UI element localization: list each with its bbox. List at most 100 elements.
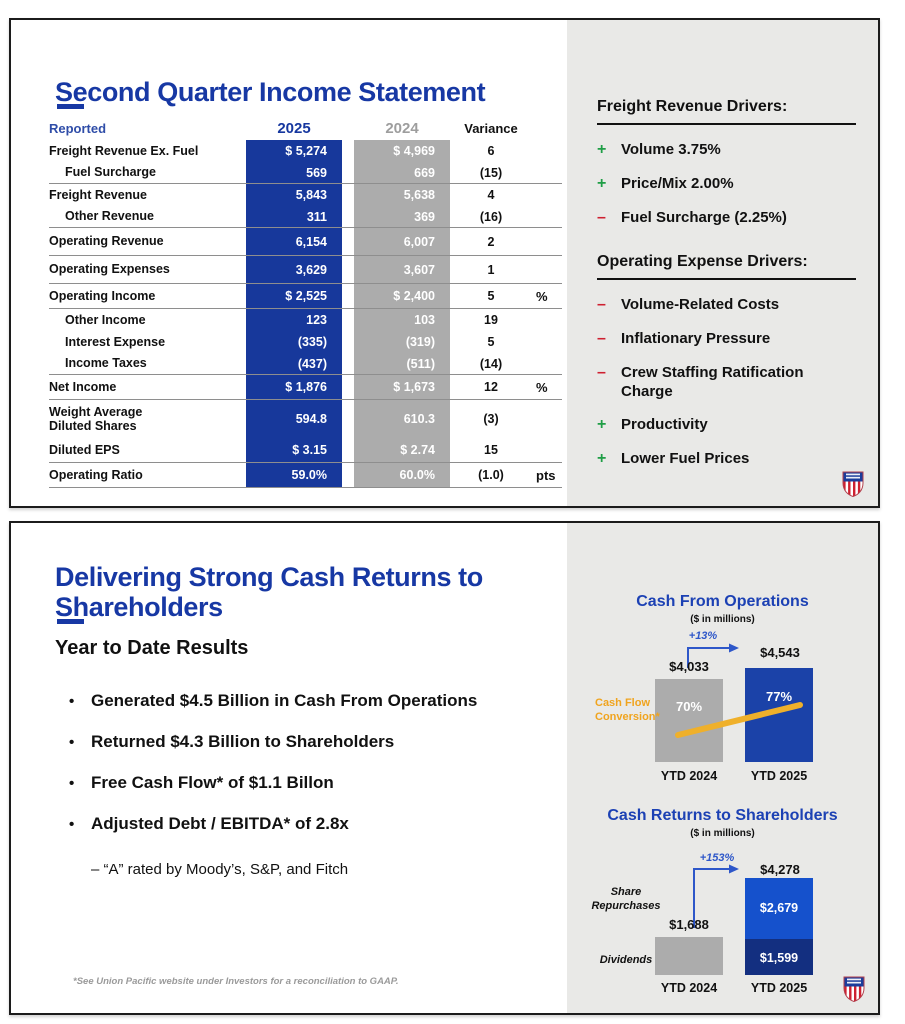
freight-drivers-heading: Freight Revenue Drivers: — [597, 98, 856, 125]
bullet-item: • Generated $4.5 Billion in Cash From Ope… — [69, 691, 549, 711]
header-2025: 2025 — [277, 119, 311, 137]
value-2024: $ 1,673 — [354, 375, 450, 399]
value-2024: 6,007 — [354, 228, 450, 255]
row-label: Fuel Surcharge — [65, 165, 156, 180]
driver-text: Fuel Surcharge (2.25%) — [621, 208, 787, 226]
value-2025: 5,843 — [246, 184, 342, 206]
row-label: Operating Ratio — [49, 467, 143, 482]
expense-drivers-group: Operating Expense Drivers: – Volume-Relat… — [597, 253, 856, 469]
value-2024: $ 2,400 — [354, 284, 450, 308]
table-row: Diluted EPS $ 3.15 $ 2.74 15 — [49, 438, 562, 463]
bullet-dot: • — [69, 816, 75, 833]
table-row: Income Taxes (437) (511) (14) — [49, 353, 562, 375]
value-2025: 59.0% — [246, 463, 342, 487]
row-label: Net Income — [49, 379, 117, 394]
value-2024: $ 4,969 — [354, 140, 450, 162]
table-row: Weight Average Diluted Shares 594.8 610.3 (… — [49, 400, 562, 438]
chart-b-category-ytd2025: YTD 2025 — [750, 981, 808, 995]
cash-flow-conversion-trend-line — [675, 702, 803, 738]
chart-a-subtitle: ($ in millions) — [690, 614, 755, 625]
expense-drivers-list: – Volume-Related Costs – Inflationary Press… — [597, 296, 856, 469]
value-2024: 5,638 — [354, 184, 450, 206]
growth-arrow-icon — [693, 864, 739, 928]
driver-item: – Crew Staffing Ratification Charge — [597, 364, 856, 402]
slide2-title: Delivering Strong Cash Returns to Shareh… — [55, 562, 483, 622]
row-label: Diluted EPS — [49, 442, 120, 457]
plus-icon: + — [597, 416, 607, 434]
total-value-ytd2024: $1,688 — [669, 917, 709, 932]
driver-text: Volume-Related Costs — [621, 296, 780, 314]
value-2025: 594.8 — [246, 400, 342, 438]
plus-icon: + — [597, 141, 607, 158]
chart-a-category-ytd2024: YTD 2024 — [660, 769, 718, 783]
value-variance: 5 — [487, 335, 495, 349]
value-2025: 569 — [246, 162, 342, 183]
drivers-panel: Freight Revenue Drivers: + Volume 3.75% + P… — [567, 20, 878, 506]
table-row: Operating Expenses 3,629 3,607 1 — [49, 256, 562, 284]
driver-item: – Inflationary Pressure — [597, 330, 856, 349]
value-variance: 12 — [484, 380, 498, 394]
driver-item: – Volume-Related Costs — [597, 296, 856, 315]
value-2024: 669 — [354, 162, 450, 183]
freight-drivers-list: + Volume 3.75% + Price/Mix 2.00% – Fuel Surch… — [597, 141, 856, 227]
table-row: Freight Revenue 5,843 5,638 4 — [49, 184, 562, 206]
table-row: Other Income 123 103 19 — [49, 309, 562, 331]
driver-text: Crew Staffing Ratification Charge — [621, 363, 804, 400]
value-2024: 3,607 — [354, 256, 450, 283]
gaap-footnote: *See Union Pacific website under Investo… — [73, 976, 399, 987]
row-label: Other Income — [65, 312, 146, 327]
cash-flow-conversion-label: Cash Flow Conversion* — [595, 697, 660, 723]
driver-text: Price/Mix 2.00% — [621, 174, 734, 192]
row-label: Other Revenue — [65, 209, 154, 224]
value-2025: 123 — [246, 309, 342, 331]
table-row: Operating Revenue 6,154 6,007 2 — [49, 228, 562, 256]
minus-icon: – — [597, 330, 606, 347]
chart-cash-returns-title: Cash Returns to Shareholders — [607, 807, 838, 824]
table-row: Freight Revenue Ex. Fuel $ 5,274 $ 4,969 6 — [49, 140, 562, 162]
table-body: Freight Revenue Ex. Fuel $ 5,274 $ 4,969 6 F… — [49, 140, 562, 488]
bullet-text: Free Cash Flow* of $1.1 Billon — [91, 773, 334, 792]
table-row: Net Income $ 1,876 $ 1,673 12% — [49, 375, 562, 400]
value-variance: 2 — [487, 234, 495, 249]
chart-b-subtitle: ($ in millions) — [690, 828, 755, 839]
row-label: Operating Expenses — [49, 262, 170, 277]
income-statement-table: Reported 2025 2024 Variance Freight Reve… — [49, 116, 562, 488]
bar-value-ytd2025: $4,543 — [760, 645, 800, 660]
header-reported: Reported — [49, 120, 107, 136]
value-2025: (335) — [246, 331, 342, 353]
bar-value-ytd2024: $4,033 — [669, 659, 709, 674]
value-2024: 60.0% — [354, 463, 450, 487]
driver-text: Productivity — [621, 416, 708, 434]
table-row: Interest Expense (335) (319) 5 — [49, 331, 562, 353]
table-row: Operating Ratio 59.0% 60.0% (1.0) pts — [49, 463, 562, 488]
chart-b-change-label: +153% — [699, 852, 735, 864]
row-label: Income Taxes — [65, 356, 147, 371]
bullet-item: • Returned $4.3 Billion to Shareholders — [69, 732, 549, 752]
minus-icon: – — [597, 296, 606, 314]
bullet-text: Returned $4.3 Billion to Shareholders — [91, 732, 395, 751]
charts-panel: Cash From Operations ($ in millions) +13… — [567, 523, 878, 1013]
expense-drivers-heading: Operating Expense Drivers: — [597, 253, 856, 281]
slide-income-statement: Second Quarter Income Statement Reported… — [9, 18, 880, 508]
value-2024: 610.3 — [354, 400, 450, 438]
conversion-pct-2025: 77% — [765, 689, 793, 704]
value-variance: 6 — [487, 144, 495, 158]
union-pacific-shield-icon — [843, 976, 865, 1003]
value-unit: % — [536, 379, 548, 395]
value-unit: % — [536, 288, 548, 304]
chart-cash-from-operations-title: Cash From Operations — [636, 593, 809, 610]
share-repurchases-value: $2,679 — [759, 901, 799, 915]
row-label: Weight Average Diluted Shares — [49, 404, 143, 433]
table-row: Operating Income $ 2,525 $ 2,400 5% — [49, 284, 562, 309]
driver-item: + Volume 3.75% — [597, 141, 856, 160]
value-2024: (511) — [354, 353, 450, 374]
value-variance: (1.0) — [478, 468, 504, 482]
title-accent-dash — [57, 104, 84, 109]
bar-ytd2024-total-gray — [655, 937, 723, 975]
value-variance: 5 — [487, 289, 495, 303]
bar-share-repurchases — [745, 878, 813, 939]
table-header-row: Reported 2025 2024 Variance — [49, 116, 562, 140]
bullet-item: • Free Cash Flow* of $1.1 Billon — [69, 773, 549, 793]
bullet-dot: • — [69, 734, 75, 751]
